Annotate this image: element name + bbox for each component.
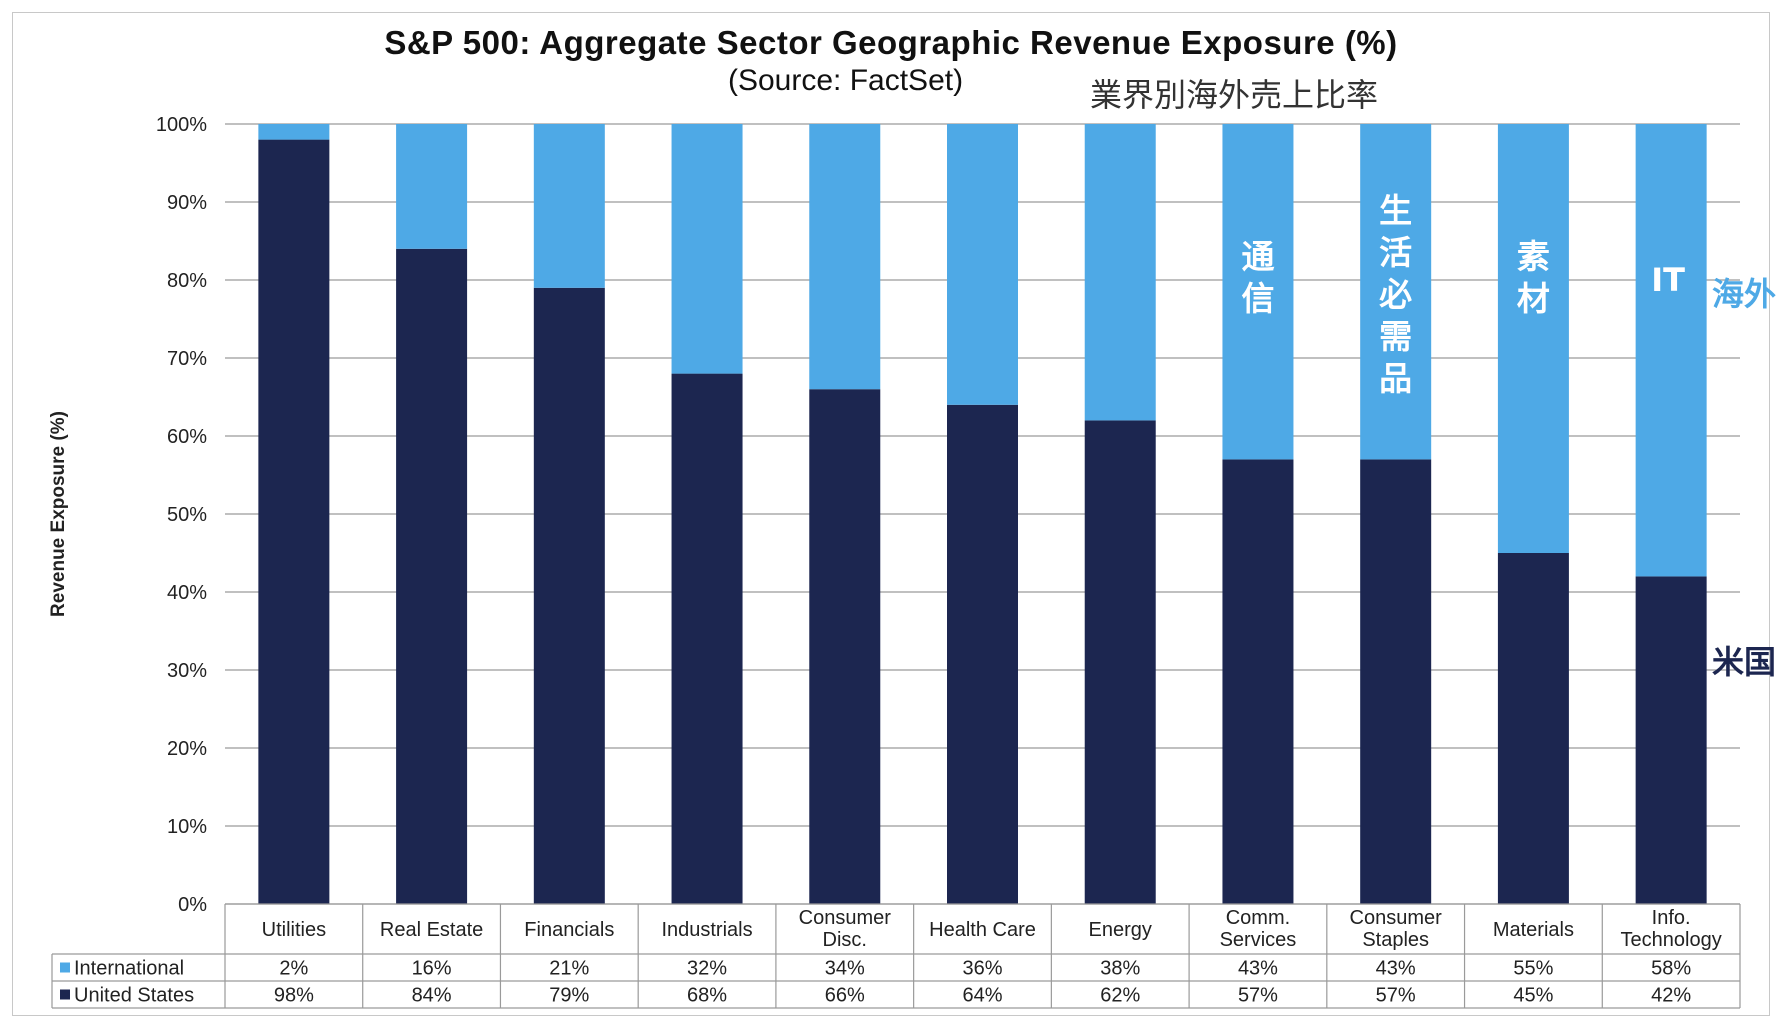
bar-annotation: 素材	[1517, 237, 1550, 318]
legend-label: United States	[74, 985, 194, 1007]
y-tick-label: 20%	[167, 738, 207, 760]
data-cell: 2%	[279, 958, 308, 980]
data-cell: 57%	[1376, 985, 1416, 1007]
bar-united-states	[396, 248, 468, 905]
data-cell: 98%	[274, 985, 314, 1007]
bar-united-states	[1360, 459, 1432, 904]
x-category-label: Info. Technology	[1621, 907, 1722, 951]
bar-international	[258, 124, 330, 140]
data-cell: 64%	[962, 985, 1002, 1007]
x-category-label: Consumer Disc.	[799, 907, 892, 951]
data-cell: 36%	[962, 958, 1002, 980]
x-category-label: Health Care	[929, 919, 1036, 941]
y-tick-label: 90%	[167, 192, 207, 214]
data-cell: 16%	[412, 958, 452, 980]
bar-united-states	[1497, 553, 1569, 904]
y-tick-label: 60%	[167, 426, 207, 448]
y-tick-label: 50%	[167, 504, 207, 526]
data-cell: 62%	[1100, 985, 1140, 1007]
y-tick-label: 80%	[167, 270, 207, 292]
chart-subtitle: (Source: FactSet)	[728, 64, 964, 97]
legend-label: International	[74, 958, 184, 980]
y-tick-label: 70%	[167, 348, 207, 370]
chart-annotation-title: 業界別海外売上比率	[1090, 76, 1379, 114]
chart-frame	[12, 12, 1770, 1016]
data-cell: 45%	[1513, 985, 1553, 1007]
data-cell: 42%	[1651, 985, 1691, 1007]
chart-title: S&P 500: Aggregate Sector Geographic Rev…	[384, 24, 1398, 61]
data-cell: 43%	[1376, 958, 1416, 980]
data-cell: 34%	[825, 958, 865, 980]
bar-international	[1635, 124, 1707, 577]
y-axis-label: Revenue Exposure (%)	[48, 411, 69, 617]
bar-united-states	[533, 287, 605, 904]
x-category-label: Industrials	[661, 919, 752, 941]
bar-united-states	[1084, 420, 1156, 904]
x-category-label: Comm. Services	[1220, 907, 1297, 951]
bar-united-states	[809, 389, 881, 904]
bar-international	[396, 124, 468, 249]
y-tick-label: 100%	[156, 114, 207, 136]
bar-annotation: 通信	[1241, 237, 1274, 318]
bar-international	[1084, 124, 1156, 421]
x-category-label: Financials	[524, 919, 614, 941]
bar-international	[809, 124, 881, 390]
side-label-international: 海外	[1712, 275, 1776, 313]
data-cell: 38%	[1100, 958, 1140, 980]
x-category-label: Materials	[1493, 919, 1574, 941]
bar-united-states	[671, 373, 743, 905]
y-tick-label: 30%	[167, 660, 207, 682]
bar-united-states	[1635, 576, 1707, 904]
side-label-united-states: 米国	[1712, 643, 1776, 681]
legend-swatch	[60, 989, 70, 1000]
data-cell: 57%	[1238, 985, 1278, 1007]
y-tick-label: 40%	[167, 582, 207, 604]
bar-international	[533, 124, 605, 288]
bar-international	[1497, 124, 1569, 553]
bar-international	[947, 124, 1018, 405]
bar-united-states	[947, 404, 1018, 904]
bar-annotation: 生活必需品	[1379, 191, 1412, 398]
y-tick-label: 0%	[178, 894, 207, 916]
x-category-label: Consumer Staples	[1350, 907, 1443, 951]
bar-international	[671, 124, 743, 374]
bar-united-states	[1222, 459, 1294, 904]
x-category-label: Real Estate	[380, 919, 483, 941]
data-cell: 79%	[549, 985, 589, 1007]
data-cell: 43%	[1238, 958, 1278, 980]
legend-swatch	[60, 962, 70, 973]
x-category-label: Utilities	[262, 919, 326, 941]
data-cell: 32%	[687, 958, 727, 980]
data-cell: 58%	[1651, 958, 1691, 980]
data-cell: 84%	[412, 985, 452, 1007]
bar-international	[1360, 124, 1432, 460]
bar-annotation: IT	[1651, 261, 1685, 299]
bar-international	[1222, 124, 1294, 460]
data-cell: 21%	[549, 958, 589, 980]
data-cell: 55%	[1513, 958, 1553, 980]
data-cell: 68%	[687, 985, 727, 1007]
y-tick-label: 10%	[167, 816, 207, 838]
data-cell: 66%	[825, 985, 865, 1007]
bar-united-states	[258, 139, 330, 905]
x-category-label: Energy	[1089, 919, 1152, 941]
